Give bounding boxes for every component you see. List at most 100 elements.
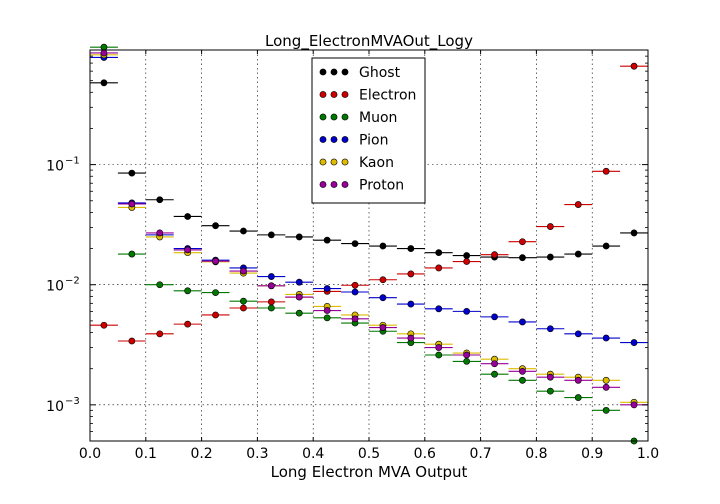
y-tick-label: 10 — [46, 399, 64, 415]
data-point — [519, 254, 526, 262]
legend-marker — [341, 113, 349, 121]
data-point — [602, 334, 610, 342]
x-tick-label: 1.0 — [637, 446, 659, 462]
legend-marker — [330, 113, 338, 121]
data-point — [156, 330, 164, 338]
data-point — [128, 169, 136, 177]
x-tick-label: 0.7 — [469, 446, 491, 462]
legend-marker — [341, 91, 349, 98]
data-point — [156, 229, 164, 237]
data-point — [267, 304, 275, 312]
legend: Ghost Electron Muon Pion Kaon Proton — [311, 57, 426, 204]
data-point — [184, 213, 192, 220]
data-point — [351, 315, 359, 323]
y-tick-label: 10 — [46, 159, 64, 175]
data-point — [574, 201, 582, 208]
data-point — [295, 233, 303, 241]
legend-marker — [341, 68, 349, 76]
data-point — [267, 231, 275, 239]
data-point — [184, 246, 192, 254]
x-tick-label: 0.1 — [135, 446, 157, 462]
data-point — [100, 79, 108, 87]
data-point — [519, 238, 526, 246]
y-tick-label: 10 — [46, 279, 64, 295]
data-point — [574, 250, 582, 258]
data-point — [100, 321, 108, 329]
legend-marker — [319, 136, 327, 143]
legend-marker — [319, 91, 327, 98]
data-point — [212, 289, 219, 296]
data-point — [379, 294, 387, 302]
data-point — [602, 376, 610, 384]
legend-marker — [341, 158, 349, 166]
data-point — [491, 251, 498, 259]
x-tick-label: 0.5 — [358, 446, 380, 462]
data-point — [435, 305, 443, 313]
data-point — [407, 300, 415, 308]
axis-ticks: 0.0 0.1 0.2 0.3 0.4 0.5 0.6 0.7 0.8 0.9 1.010 −310−… — [46, 49, 659, 462]
y-tick-label-exponent: −3 — [65, 396, 80, 407]
data-point — [630, 229, 638, 237]
data-point — [212, 311, 219, 319]
data-point — [240, 297, 247, 305]
legend-label: Kaon — [359, 155, 394, 171]
x-tick-label: 0.0 — [79, 446, 101, 462]
data-point — [351, 240, 359, 248]
legend-label: Muon — [359, 110, 397, 126]
legend-item-pion: Pion — [319, 133, 388, 149]
legend-marker — [330, 136, 338, 143]
legend-marker — [330, 181, 338, 188]
data-point — [267, 298, 275, 306]
data-point — [323, 307, 331, 314]
data-point — [128, 200, 136, 208]
legend-item-muon: Muon — [319, 110, 397, 126]
series-proton — [90, 49, 648, 409]
data-point — [212, 257, 219, 265]
data-point — [184, 320, 192, 328]
data-point — [630, 401, 638, 409]
legend-marker — [330, 68, 338, 76]
data-point — [463, 307, 471, 315]
legend-label: Pion — [359, 133, 388, 149]
data-point — [435, 264, 443, 272]
data-point — [323, 285, 331, 292]
data-point — [546, 387, 554, 395]
data-point — [295, 278, 303, 286]
data-point — [574, 394, 582, 401]
legend-marker — [319, 113, 327, 121]
data-point — [435, 351, 443, 359]
legend-marker — [330, 158, 338, 166]
legend-label: Electron — [359, 88, 416, 104]
data-point — [128, 250, 136, 258]
data-point — [184, 287, 192, 295]
data-point — [602, 167, 610, 175]
data-point — [295, 293, 303, 301]
data-point — [351, 288, 359, 296]
x-tick-label: 0.2 — [190, 446, 212, 462]
legend-marker — [341, 181, 349, 188]
legend-item-kaon: Kaon — [319, 155, 394, 171]
data-point — [463, 357, 471, 365]
data-point — [463, 252, 471, 259]
legend-marker — [341, 136, 349, 143]
legend-marker — [330, 91, 338, 98]
data-point — [407, 334, 415, 342]
data-point — [379, 242, 387, 250]
x-tick-label: 0.3 — [246, 446, 268, 462]
data-point — [602, 383, 610, 391]
y-tick-label-exponent: −2 — [65, 276, 80, 287]
data-point — [323, 314, 331, 322]
data-point — [267, 273, 275, 280]
data-series — [90, 43, 648, 445]
data-point — [351, 281, 359, 289]
data-point — [519, 318, 526, 326]
series-ghost — [90, 79, 648, 262]
x-tick-label: 0.9 — [581, 446, 603, 462]
x-tick-label: 0.8 — [525, 446, 547, 462]
data-point — [602, 242, 610, 250]
data-point — [156, 196, 164, 204]
data-point — [491, 360, 498, 368]
chart-title: Long_ElectronMVAOut_Logy — [265, 32, 473, 51]
data-point — [240, 267, 247, 275]
